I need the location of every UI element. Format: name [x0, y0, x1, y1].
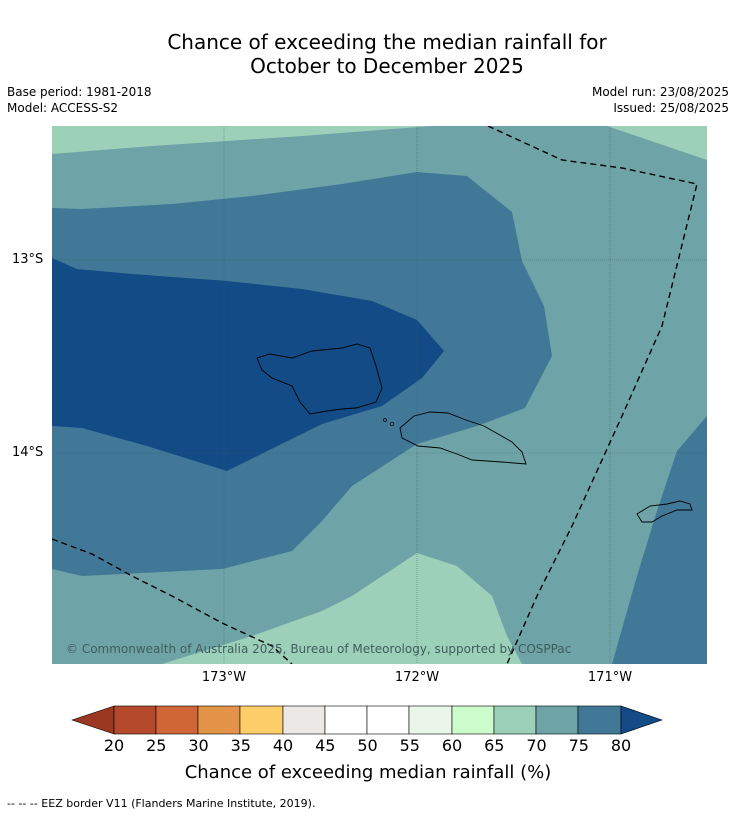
colorbar-over-arrow	[620, 705, 663, 735]
colorbar-tick-45: 45	[315, 736, 336, 755]
colorbar-tick-20: 20	[103, 736, 125, 755]
footnote-eez: -- -- -- EEZ border V11 (Flanders Marine…	[7, 797, 316, 810]
colorbar-tick-50: 50	[357, 736, 378, 755]
colorbar-tick-75: 75	[568, 736, 589, 755]
lon-label-173w: 173°W	[201, 670, 247, 685]
colorbar-under-arrow	[71, 705, 115, 735]
colorbar-tick-30: 30	[188, 736, 209, 755]
colorbar-tick-35: 35	[230, 736, 251, 755]
gridlines	[52, 126, 707, 664]
issued-date: Issued: 25/08/2025	[613, 101, 729, 115]
colorbar-tick-25: 25	[146, 736, 167, 755]
island-savaii	[256, 343, 383, 415]
colorbar-tick-60: 60	[441, 736, 463, 755]
base-period: Base period: 1981-2018	[7, 85, 152, 99]
colorbar-segments	[113, 705, 622, 735]
meta-left: Base period: 1981-2018 Model: ACCESS-S2	[7, 84, 152, 116]
colorbar-tick-40: 40	[272, 736, 294, 755]
zone-over-80	[52, 258, 444, 471]
colorbar-tick-70: 70	[526, 736, 547, 755]
colorbar-tick-65: 65	[484, 736, 505, 755]
colorbar	[71, 705, 663, 735]
island-tutuila	[636, 500, 693, 523]
model-name: Model: ACCESS-S2	[7, 101, 119, 115]
lon-label-172w: 172°W	[394, 670, 440, 685]
model-run: Model run: 23/08/2025	[591, 85, 729, 99]
colorbar-tick-55: 55	[399, 736, 420, 755]
zone-70-75-sw	[52, 611, 322, 664]
colorbar-label: Chance of exceeding median rainfall (%)	[184, 762, 552, 783]
title-line-2: October to December 2025	[250, 54, 524, 78]
island-upolu	[399, 411, 527, 465]
meta-right: Model run: 23/08/2025 Issued: 25/08/2025	[592, 84, 729, 116]
zone-75-80-east	[612, 416, 707, 664]
eez-borders	[52, 126, 698, 664]
island-apolima	[389, 421, 395, 427]
copyright-notice: © Commonwealth of Australia 2025, Bureau…	[66, 642, 572, 656]
lat-label-14s: 14°S	[12, 445, 44, 460]
lat-label-13s: 13°S	[12, 252, 44, 267]
lon-label-171w: 171°W	[587, 670, 633, 685]
island-manono	[383, 418, 387, 422]
title-line-1: Chance of exceeding the median rainfall …	[167, 30, 607, 54]
chart-title: Chance of exceeding the median rainfall …	[0, 30, 736, 78]
forecast-map	[52, 126, 707, 664]
colorbar-tick-80: 80	[610, 736, 632, 755]
